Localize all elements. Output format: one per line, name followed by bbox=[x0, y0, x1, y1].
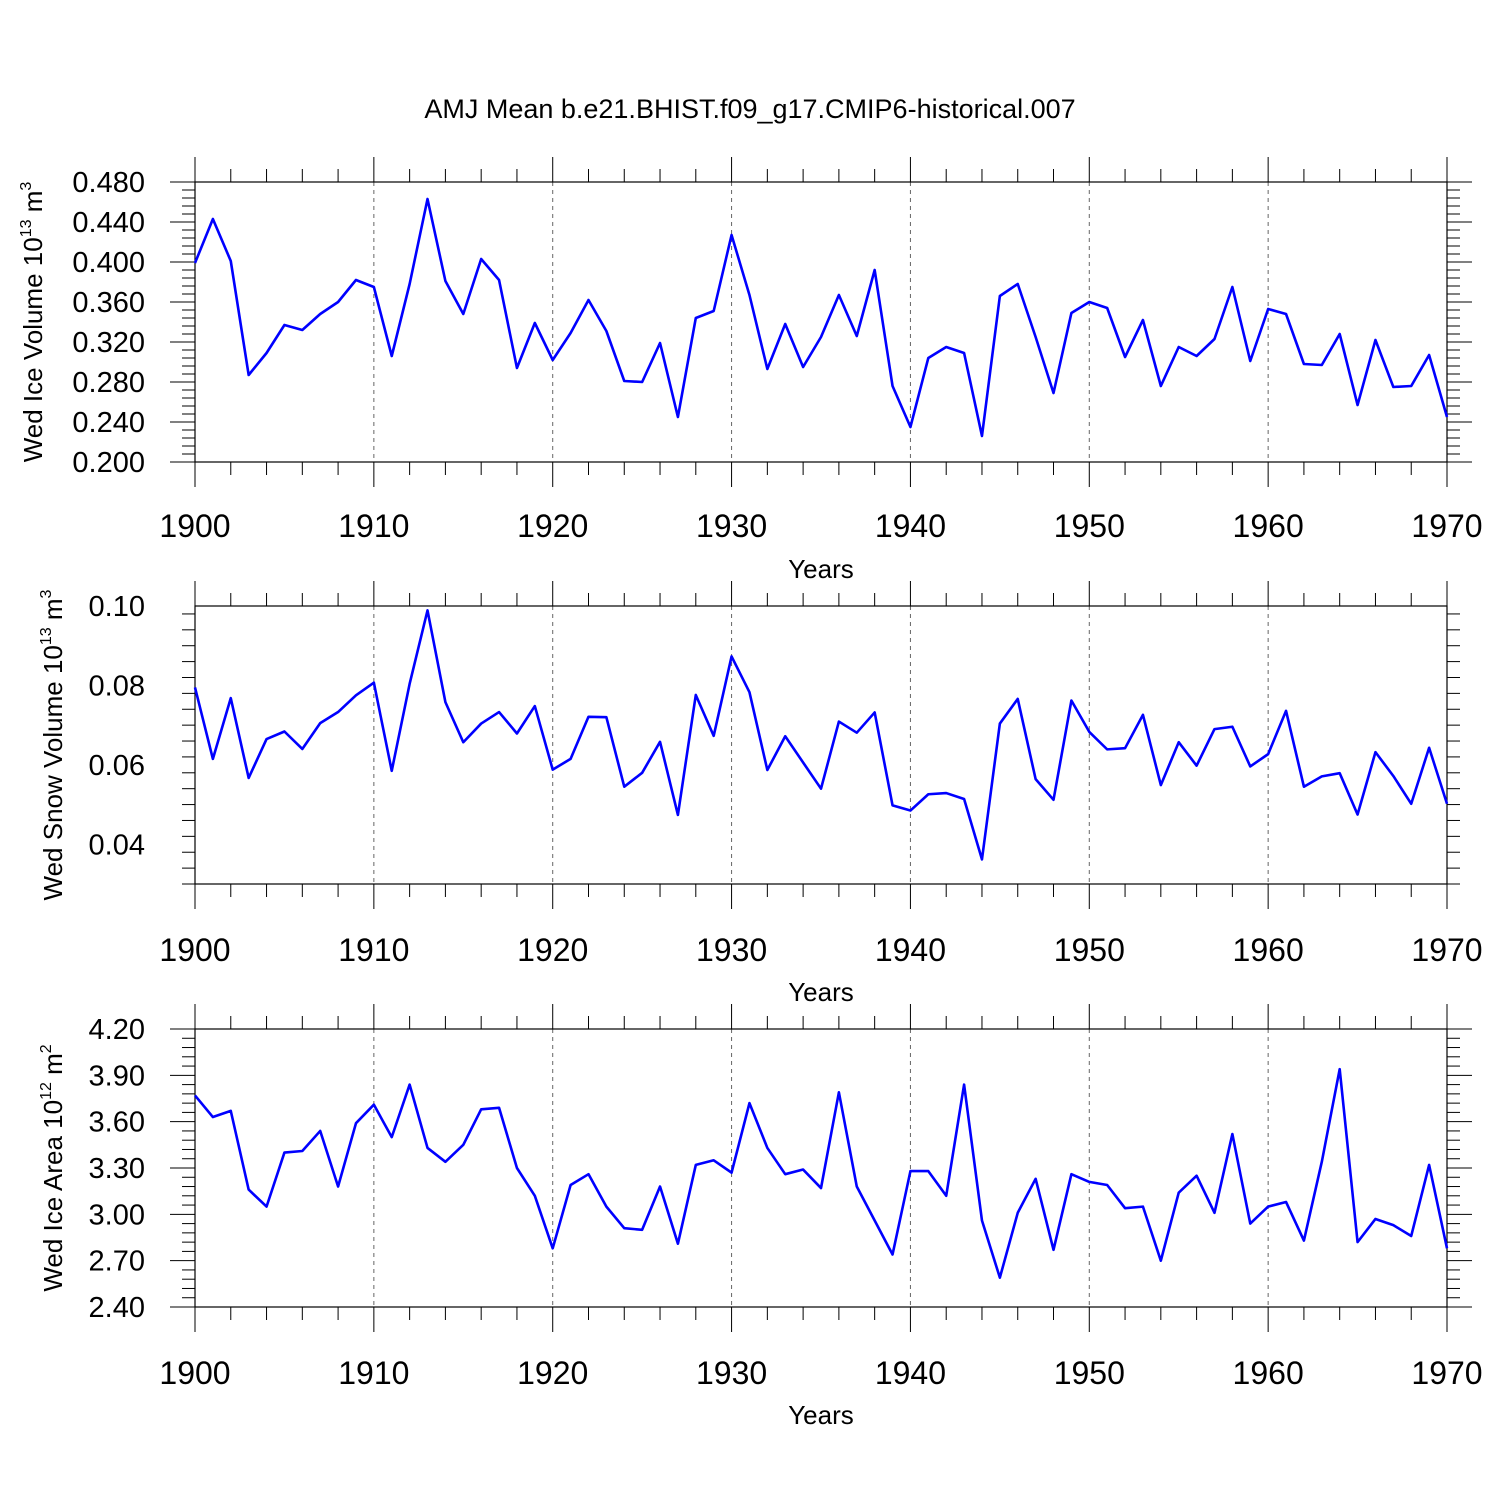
panel-1: 1900 1910 1920 1930 1940 1950 1960 1970 0.200 0.2… bbox=[18, 157, 1483, 584]
x-tick-label: 1950 bbox=[1054, 932, 1125, 968]
y-tick-label: 0.06 bbox=[89, 750, 145, 782]
chart-title: AMJ Mean b.e21.BHIST.f09_g17.CMIP6-histo… bbox=[424, 94, 1075, 124]
y-label-exponent: 13 bbox=[18, 219, 35, 237]
x-axis-label: Years bbox=[788, 1400, 854, 1430]
x-tick-label: 1930 bbox=[696, 932, 767, 968]
y-tick-label: 0.10 bbox=[89, 591, 145, 623]
y-tick-label: 3.00 bbox=[89, 1199, 145, 1231]
y-label-unit: m bbox=[38, 1053, 68, 1082]
x-tick-label: 1940 bbox=[875, 932, 946, 968]
x-tick-label: 1900 bbox=[159, 1355, 230, 1391]
x-tick-label: 1960 bbox=[1233, 932, 1304, 968]
x-tick-label: 1960 bbox=[1233, 508, 1304, 544]
y-tick-label: 0.360 bbox=[72, 287, 145, 319]
panel-3: 1900 1910 1920 1930 1940 1950 1960 1970 2.40 2.70… bbox=[38, 1004, 1483, 1430]
plot-frame bbox=[194, 605, 1448, 885]
y-tick-label: 0.240 bbox=[72, 407, 145, 439]
x-tick-label: 1950 bbox=[1054, 1355, 1125, 1391]
x-tick-label: 1930 bbox=[696, 508, 767, 544]
y-tick-label: 2.70 bbox=[89, 1246, 145, 1278]
y-tick-label: 0.04 bbox=[89, 829, 145, 861]
x-tick-label: 1970 bbox=[1411, 1355, 1482, 1391]
series-line bbox=[193, 197, 1449, 438]
x-tick-label: 1920 bbox=[517, 1355, 588, 1391]
y-tick-label: 3.60 bbox=[89, 1107, 145, 1139]
y-label-unit-exponent: 2 bbox=[38, 1044, 55, 1053]
x-axis-label: Years bbox=[788, 977, 854, 1007]
x-tick-label: 1900 bbox=[159, 508, 230, 544]
y-tick-label: 4.20 bbox=[89, 1014, 145, 1046]
x-tick-label: 1930 bbox=[696, 1355, 767, 1391]
y-label-unit-exponent: 3 bbox=[18, 182, 35, 191]
y-label-unit-exponent: 3 bbox=[38, 589, 55, 598]
y-tick-label: 0.440 bbox=[72, 207, 145, 239]
y-tick-label: 0.08 bbox=[89, 670, 145, 702]
x-tick-label: 1940 bbox=[875, 508, 946, 544]
y-label-unit: m bbox=[18, 191, 48, 220]
series-line bbox=[193, 609, 1449, 861]
y-tick-label: 3.90 bbox=[89, 1060, 145, 1092]
y-tick-label: 2.40 bbox=[89, 1292, 145, 1324]
y-tick-label: 0.200 bbox=[72, 447, 145, 479]
y-tick-label: 0.320 bbox=[72, 327, 145, 359]
x-tick-label: 1960 bbox=[1233, 1355, 1304, 1391]
y-label-exponent: 12 bbox=[38, 1082, 55, 1100]
x-tick-label: 1970 bbox=[1411, 932, 1482, 968]
y-label-exponent: 13 bbox=[38, 627, 55, 645]
y-label-text: Wed Snow Volume 10 bbox=[38, 645, 68, 900]
x-tick-label: 1970 bbox=[1411, 508, 1482, 544]
x-axis-label: Years bbox=[788, 554, 854, 584]
y-label-text: Wed Ice Area 10 bbox=[38, 1100, 68, 1292]
plot-frame bbox=[194, 1028, 1448, 1308]
y-tick-label: 0.280 bbox=[72, 367, 145, 399]
x-tick-label: 1920 bbox=[517, 508, 588, 544]
y-axis-label: Wed Snow Volume 1013 m3 bbox=[38, 589, 68, 900]
x-tick-label: 1920 bbox=[517, 932, 588, 968]
series-line bbox=[193, 1067, 1449, 1279]
x-tick-label: 1950 bbox=[1054, 508, 1125, 544]
x-tick-label: 1910 bbox=[338, 508, 409, 544]
y-tick-label: 3.30 bbox=[89, 1153, 145, 1185]
plot-frame bbox=[194, 181, 1448, 463]
y-label-unit: m bbox=[38, 598, 68, 627]
y-axis-label: Wed Ice Area 1012 m2 bbox=[38, 1044, 68, 1291]
y-label-text: Wed Ice Volume 10 bbox=[18, 237, 48, 462]
y-tick-label: 0.480 bbox=[72, 167, 145, 199]
y-axis-label: Wed Ice Volume 1013 m3 bbox=[18, 182, 48, 463]
y-tick-label: 0.400 bbox=[72, 247, 145, 279]
x-tick-label: 1900 bbox=[159, 932, 230, 968]
x-tick-label: 1910 bbox=[338, 1355, 409, 1391]
x-tick-label: 1940 bbox=[875, 1355, 946, 1391]
panel-2: 1900 1910 1920 1930 1940 1950 1960 1970 0.04 0.06… bbox=[38, 581, 1483, 1007]
x-tick-label: 1910 bbox=[338, 932, 409, 968]
